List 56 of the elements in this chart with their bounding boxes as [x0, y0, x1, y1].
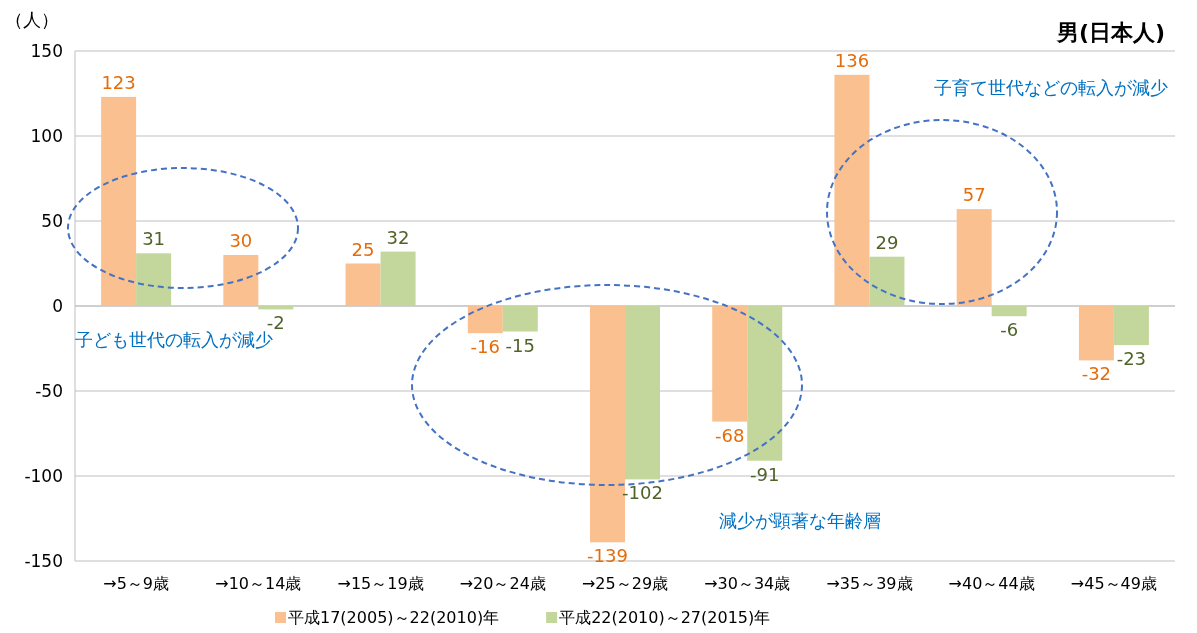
- x-tick-label: →35～39歳: [826, 574, 913, 593]
- bar: [502, 306, 538, 332]
- bar: [991, 306, 1027, 317]
- bar: [380, 251, 416, 306]
- data-label: -32: [1081, 363, 1112, 385]
- x-tick-label: →5～9歳: [103, 574, 169, 593]
- x-tick-label: →30～34歳: [704, 574, 791, 593]
- y-tick-label: 50: [41, 211, 63, 231]
- x-tick-label: →15～19歳: [337, 574, 424, 593]
- data-label: -23: [1116, 348, 1147, 370]
- y-tick-label: -50: [35, 381, 63, 401]
- x-tick-label: →45～49歳: [1070, 574, 1157, 593]
- x-tick-label: →25～29歳: [581, 574, 669, 593]
- data-label: 136: [834, 49, 870, 71]
- bar: [136, 253, 172, 306]
- x-tick-label: →40～44歳: [948, 574, 1035, 593]
- bar: [467, 306, 503, 334]
- data-label: -139: [587, 545, 628, 567]
- x-tick-label: →20～24歳: [459, 574, 546, 593]
- bar: [223, 255, 259, 306]
- data-label: 31: [142, 228, 166, 250]
- bar: [712, 306, 748, 422]
- y-tick-label: 0: [52, 296, 63, 316]
- data-label: 32: [386, 226, 410, 248]
- data-label: -16: [470, 336, 500, 358]
- bar: [1113, 306, 1149, 346]
- legend-label: 平成17(2005)～22(2010)年: [288, 608, 500, 627]
- data-label: -15: [505, 334, 535, 356]
- bar: [747, 306, 783, 461]
- bar: [101, 96, 137, 306]
- data-label: 123: [101, 71, 136, 93]
- data-label: -102: [622, 482, 663, 504]
- data-label: 57: [962, 184, 986, 206]
- data-label: -68: [715, 424, 745, 446]
- y-tick-label: 100: [30, 126, 63, 146]
- legend-label: 平成22(2010)～27(2015)年: [559, 608, 771, 627]
- chart-title: 男(日本人): [1055, 20, 1165, 45]
- bar: [1078, 306, 1114, 361]
- y-tick-label: 150: [30, 41, 63, 61]
- data-label: 29: [875, 231, 899, 253]
- y-axis-title: （人）: [5, 9, 59, 30]
- x-tick-label: →10～14歳: [215, 574, 302, 593]
- y-tick-label: -100: [24, 466, 63, 486]
- data-label: 30: [229, 230, 253, 251]
- data-label: -91: [750, 463, 780, 485]
- bar: [590, 306, 625, 543]
- bar: [834, 74, 870, 306]
- annotation: 減少が顕著な年齢層: [719, 510, 881, 531]
- y-tick-label: -150: [24, 551, 63, 571]
- data-label: -6: [1000, 319, 1019, 341]
- bar: [625, 306, 660, 480]
- data-label: 25: [351, 238, 375, 260]
- annotation: 子育て世代などの転入が減少: [934, 77, 1168, 98]
- bar: [345, 263, 381, 306]
- bar: [869, 256, 905, 306]
- bar: [956, 209, 992, 306]
